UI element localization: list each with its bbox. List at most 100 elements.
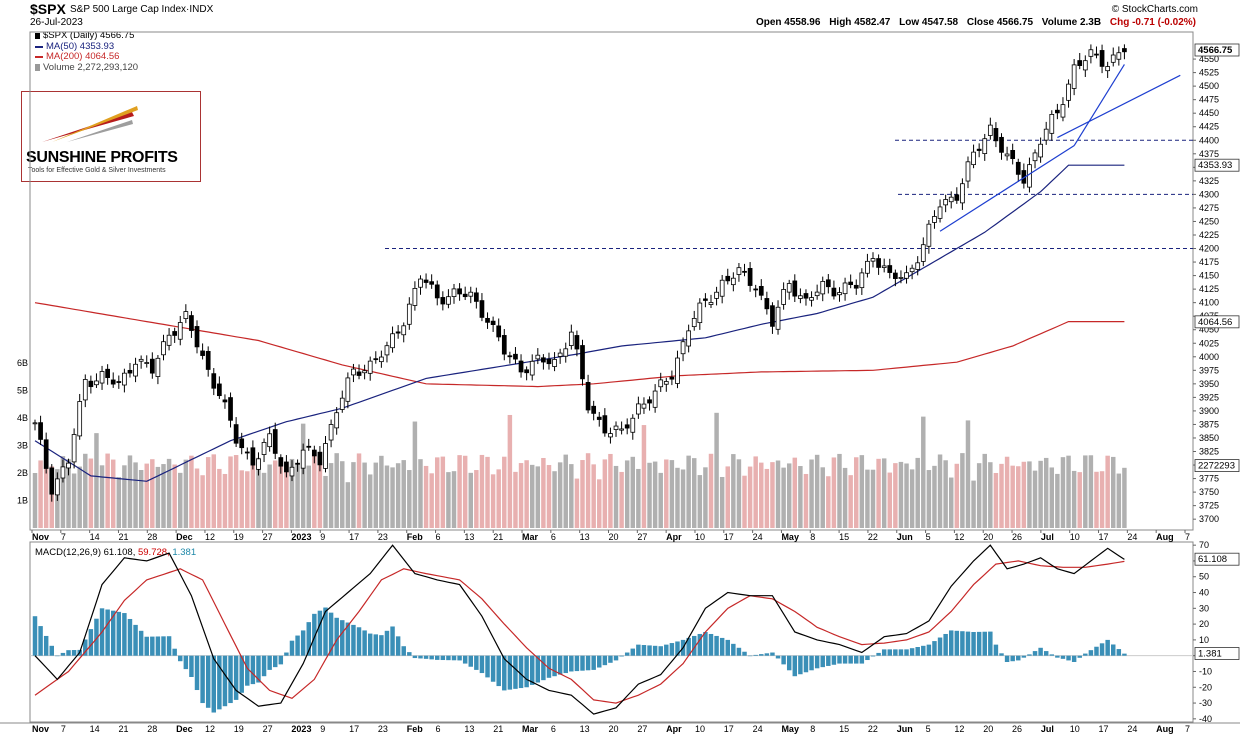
macd-hist-bar <box>641 645 647 656</box>
volume-bar <box>948 477 954 528</box>
macd-x-axis-label: 6 <box>551 724 556 734</box>
candle-up <box>300 449 306 469</box>
macd-hist-bar <box>373 634 379 656</box>
macd-hist-bar <box>1004 655 1010 662</box>
price-tick-label: 4225 <box>1199 230 1219 240</box>
macd-hist-bar <box>1043 651 1049 656</box>
volume-bar <box>602 459 608 528</box>
macd-hist-bar <box>792 655 798 677</box>
macd-hist-bar <box>250 655 256 685</box>
candle-down <box>211 373 217 389</box>
macd-hist-bar <box>362 630 367 656</box>
candle-up <box>1116 52 1122 60</box>
price-tick-label: 4100 <box>1199 298 1219 308</box>
macd-hist-bar <box>943 633 948 656</box>
candle-up <box>94 380 99 386</box>
macd-hist-bar <box>379 635 384 656</box>
candle-up <box>54 478 60 496</box>
volume-tick-label: 5B <box>17 386 28 396</box>
candle-down <box>580 345 585 380</box>
macd-hist-bar <box>88 629 94 656</box>
candle-up <box>1066 83 1071 101</box>
macd-hist-bar <box>323 607 328 656</box>
macd-hist-bar <box>239 655 244 693</box>
macd-hist-bar <box>725 639 730 656</box>
low-value: Low 4547.58 <box>899 17 959 28</box>
candle-up <box>982 138 988 154</box>
macd-x-axis-label: 17 <box>1099 724 1109 734</box>
macd-hist-bar <box>1088 650 1094 656</box>
logo-name: SUNSHINE PROFITS <box>26 149 178 166</box>
volume-bar <box>133 462 138 528</box>
candle-down <box>429 281 435 285</box>
price-tick-label: 3775 <box>1199 474 1219 484</box>
candle-up <box>412 287 418 306</box>
volume-bar <box>99 465 105 528</box>
volume-bar <box>826 476 831 528</box>
macd-hist-bar <box>133 624 138 656</box>
candle-down <box>507 355 513 358</box>
candle-up <box>920 244 926 262</box>
macd-hist-bar <box>591 655 596 670</box>
x-axis-label: May <box>781 532 799 542</box>
candle-up <box>390 333 395 349</box>
candle-up <box>406 303 412 325</box>
volume-bar <box>753 456 758 528</box>
volume-bar <box>144 463 149 528</box>
candle-down <box>825 279 831 288</box>
volume-tag: 2272293 <box>1198 461 1235 472</box>
candle-up <box>809 297 814 301</box>
volume-bar <box>574 478 580 528</box>
macd-hist-bar <box>1094 646 1099 656</box>
volume-bar <box>189 455 194 528</box>
macd-hist-bar <box>278 655 284 665</box>
volume-bar <box>943 460 948 528</box>
volume-bar <box>999 463 1004 528</box>
candle-up <box>133 363 138 377</box>
x-axis-label: 7 <box>1185 532 1190 542</box>
price-tick-label: 4175 <box>1199 257 1219 267</box>
macd-hist-bar <box>697 633 703 656</box>
volume-bar <box>954 463 960 528</box>
macd-hist-bar <box>736 647 742 656</box>
volume-bar <box>323 475 328 528</box>
volume-bar <box>658 472 663 528</box>
x-axis-label: Jun <box>897 532 913 542</box>
macd-hist-bar <box>507 655 513 690</box>
volume-bar <box>569 464 574 528</box>
candle-up <box>630 417 636 433</box>
x-axis-label: Jul <box>1041 532 1054 542</box>
candle-up <box>1088 49 1094 57</box>
macd-hist-bar <box>150 636 155 656</box>
macd-x-axis-label: Feb <box>407 724 424 734</box>
macd-hist-bar <box>976 631 982 656</box>
volume-bar <box>848 475 853 528</box>
x-axis-label: 26 <box>1012 532 1022 542</box>
macd-tick-label: 20 <box>1199 619 1209 629</box>
volume-bar <box>641 425 647 528</box>
candle-down <box>524 369 529 374</box>
macd-hist-bar <box>1111 644 1116 656</box>
volume-bar <box>418 459 423 528</box>
macd-hist-bar <box>289 640 295 656</box>
macd-hist-bar <box>233 655 239 700</box>
macd-x-axis-label: 10 <box>695 724 705 734</box>
volume-bar <box>764 468 770 528</box>
macd-hist-bar <box>245 655 250 686</box>
candle-down <box>373 358 379 361</box>
x-axis-label: 8 <box>810 532 815 542</box>
x-axis-label: 15 <box>839 532 849 542</box>
candle-up <box>697 302 703 324</box>
last-price-tag-box <box>1194 43 1240 57</box>
macd-hist-bar <box>110 610 116 656</box>
macd-hist-bar <box>43 635 49 656</box>
candle-down <box>149 358 155 374</box>
volume-bar <box>306 465 311 528</box>
macd-x-axis-label: 19 <box>234 724 244 734</box>
macd-hist-bar <box>71 650 77 656</box>
candle-up <box>267 433 272 448</box>
macd-tick-label: -30 <box>1199 698 1212 708</box>
candle-down <box>395 331 401 334</box>
candle-up <box>1043 128 1049 141</box>
